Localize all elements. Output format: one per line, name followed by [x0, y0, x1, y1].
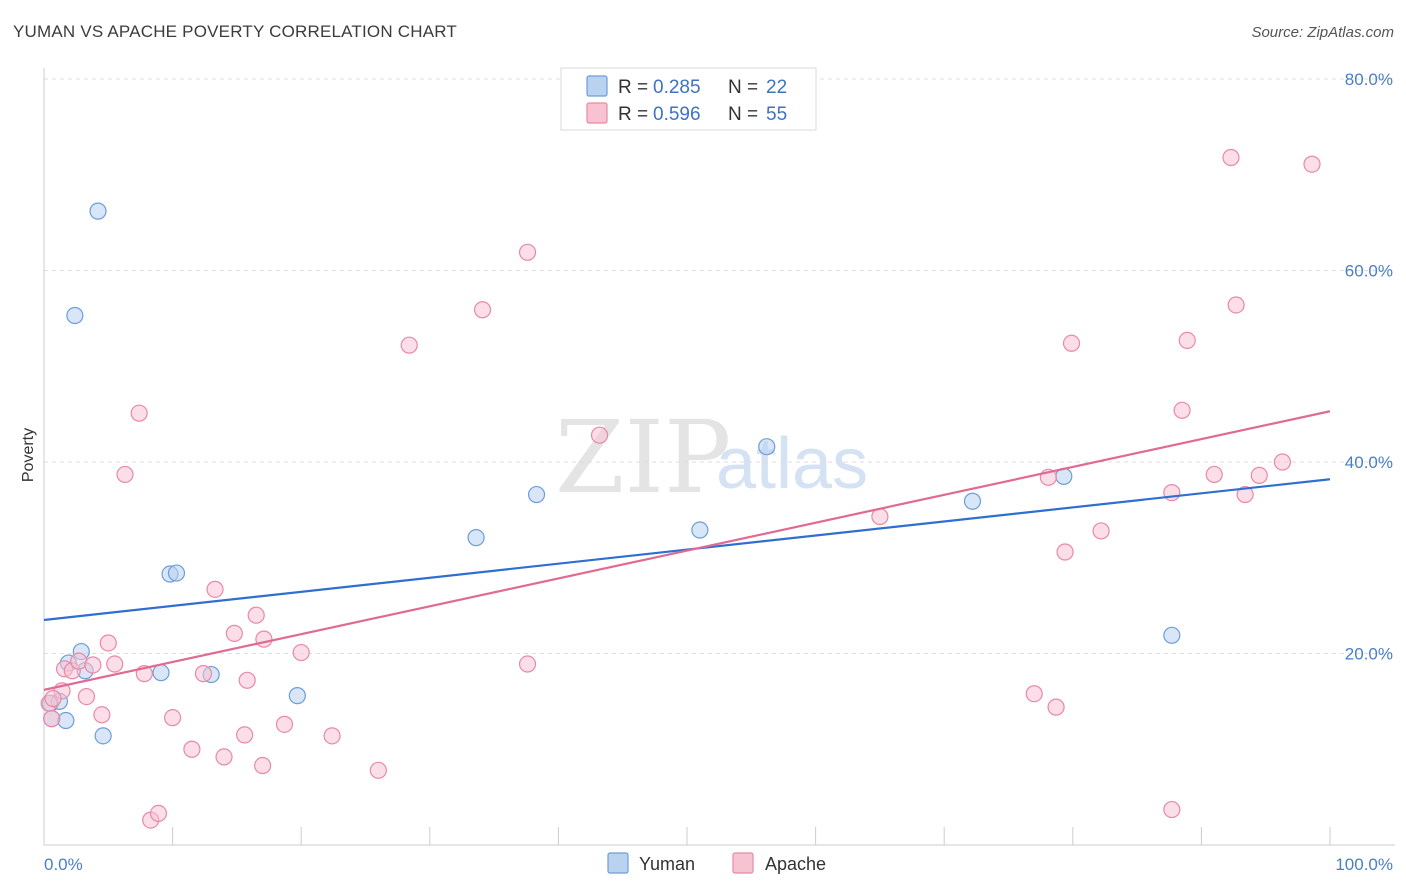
yuman-point — [527, 485, 546, 504]
yuman-point — [89, 202, 107, 220]
apache-point — [93, 706, 111, 724]
yuman-point — [66, 306, 84, 325]
apache-point — [130, 404, 148, 422]
apache-point — [369, 761, 387, 779]
apache-point — [206, 580, 224, 598]
apache-point — [1303, 155, 1321, 173]
apache-point — [473, 301, 492, 319]
bottom-legend-label-apache: Apache — [765, 854, 826, 874]
apache-point — [1236, 485, 1254, 504]
watermark-atlas: atlas — [716, 424, 868, 504]
apache-point — [236, 726, 254, 744]
yuman-point — [167, 564, 186, 582]
apache-point — [238, 671, 256, 689]
yuman-point — [758, 438, 776, 456]
y-tick-label: 40.0% — [1345, 453, 1393, 472]
bottom-legend-label-yuman: Yuman — [639, 854, 695, 874]
legend-r-apache: 0.596 — [653, 104, 701, 125]
legend-n-apache: 55 — [766, 104, 787, 125]
chart-title: YUMAN VS APACHE POVERTY CORRELATION CHAR… — [13, 22, 457, 41]
apache-point — [1047, 698, 1065, 716]
apache-point — [590, 426, 609, 444]
yuman-point — [467, 529, 485, 547]
apache-point — [323, 727, 341, 745]
legend-swatch-apache — [586, 102, 608, 124]
series-legend: Yuman Apache — [607, 852, 826, 874]
apache-point — [99, 634, 117, 652]
legend-n-label: N = — [728, 77, 758, 98]
apache-point — [1025, 685, 1043, 703]
apache-point — [1273, 453, 1292, 471]
apache-point — [1222, 148, 1240, 167]
apache-point — [183, 740, 201, 758]
apache-point — [400, 336, 418, 354]
watermark-zip: ZIP — [555, 399, 731, 516]
apache-point — [43, 710, 61, 728]
legend-r-yuman: 0.285 — [653, 77, 701, 98]
x-tick-label: 100.0% — [1335, 855, 1393, 874]
apache-point — [254, 756, 272, 775]
y-axis-label: Poverty — [20, 428, 37, 482]
yuman-point — [1163, 626, 1181, 644]
legend-n-yuman: 22 — [766, 77, 787, 98]
apache-point — [247, 606, 265, 624]
y-tick-label: 20.0% — [1345, 645, 1393, 664]
yuman-point — [288, 687, 306, 705]
x-tick-labels: 0.0% 100.0% — [44, 855, 1393, 874]
yuman-point — [57, 711, 75, 730]
apache-point — [149, 804, 168, 823]
apache-point — [215, 748, 233, 766]
gridlines — [44, 78, 1395, 654]
apache-point — [275, 715, 294, 733]
apache-point — [1227, 296, 1245, 314]
x-tick-label: 0.0% — [44, 855, 83, 874]
apache-trend-line — [43, 410, 1331, 691]
apache-point — [77, 687, 96, 706]
bottom-legend-swatch-apache — [732, 852, 754, 874]
legend-swatch-yuman — [586, 75, 608, 97]
trend-lines — [43, 410, 1331, 691]
apache-point — [1250, 466, 1268, 485]
yuman-point — [94, 727, 112, 745]
apache-point — [44, 689, 62, 708]
bottom-legend-swatch-yuman — [607, 852, 629, 874]
apache-point — [1092, 522, 1110, 540]
axes — [43, 68, 1395, 846]
apache-point — [70, 652, 88, 670]
apache-point — [292, 643, 310, 662]
apache-point — [1178, 331, 1196, 349]
legend-r-label: R = — [618, 77, 648, 98]
apache-point — [1163, 800, 1181, 819]
apache-point — [1173, 401, 1191, 419]
y-tick-label: 80.0% — [1345, 70, 1393, 89]
correlation-legend: R = 0.285 N = 22 R = 0.596 N = 55 — [560, 67, 817, 131]
apache-point — [1056, 543, 1074, 561]
apache-point — [1062, 334, 1081, 352]
apache-point — [518, 655, 537, 673]
apache-point — [518, 243, 537, 261]
legend-n-label: N = — [728, 104, 758, 125]
apache-point — [116, 465, 134, 484]
apache-point — [1205, 465, 1223, 484]
legend-r-label: R = — [618, 104, 648, 125]
apache-point — [194, 665, 213, 683]
apache-point — [106, 655, 124, 673]
y-tick-label: 60.0% — [1345, 262, 1393, 281]
source-credit: Source: ZipAtlas.com — [1251, 24, 1394, 41]
yuman-point — [691, 521, 709, 539]
apache-point — [255, 630, 273, 648]
apache-point — [84, 656, 102, 674]
yuman-point — [152, 664, 170, 682]
y-tick-labels: 20.0% 40.0% 60.0% 80.0% — [1345, 70, 1393, 664]
yuman-point — [963, 492, 982, 510]
apache-point — [164, 709, 182, 727]
apache-point — [225, 624, 243, 642]
